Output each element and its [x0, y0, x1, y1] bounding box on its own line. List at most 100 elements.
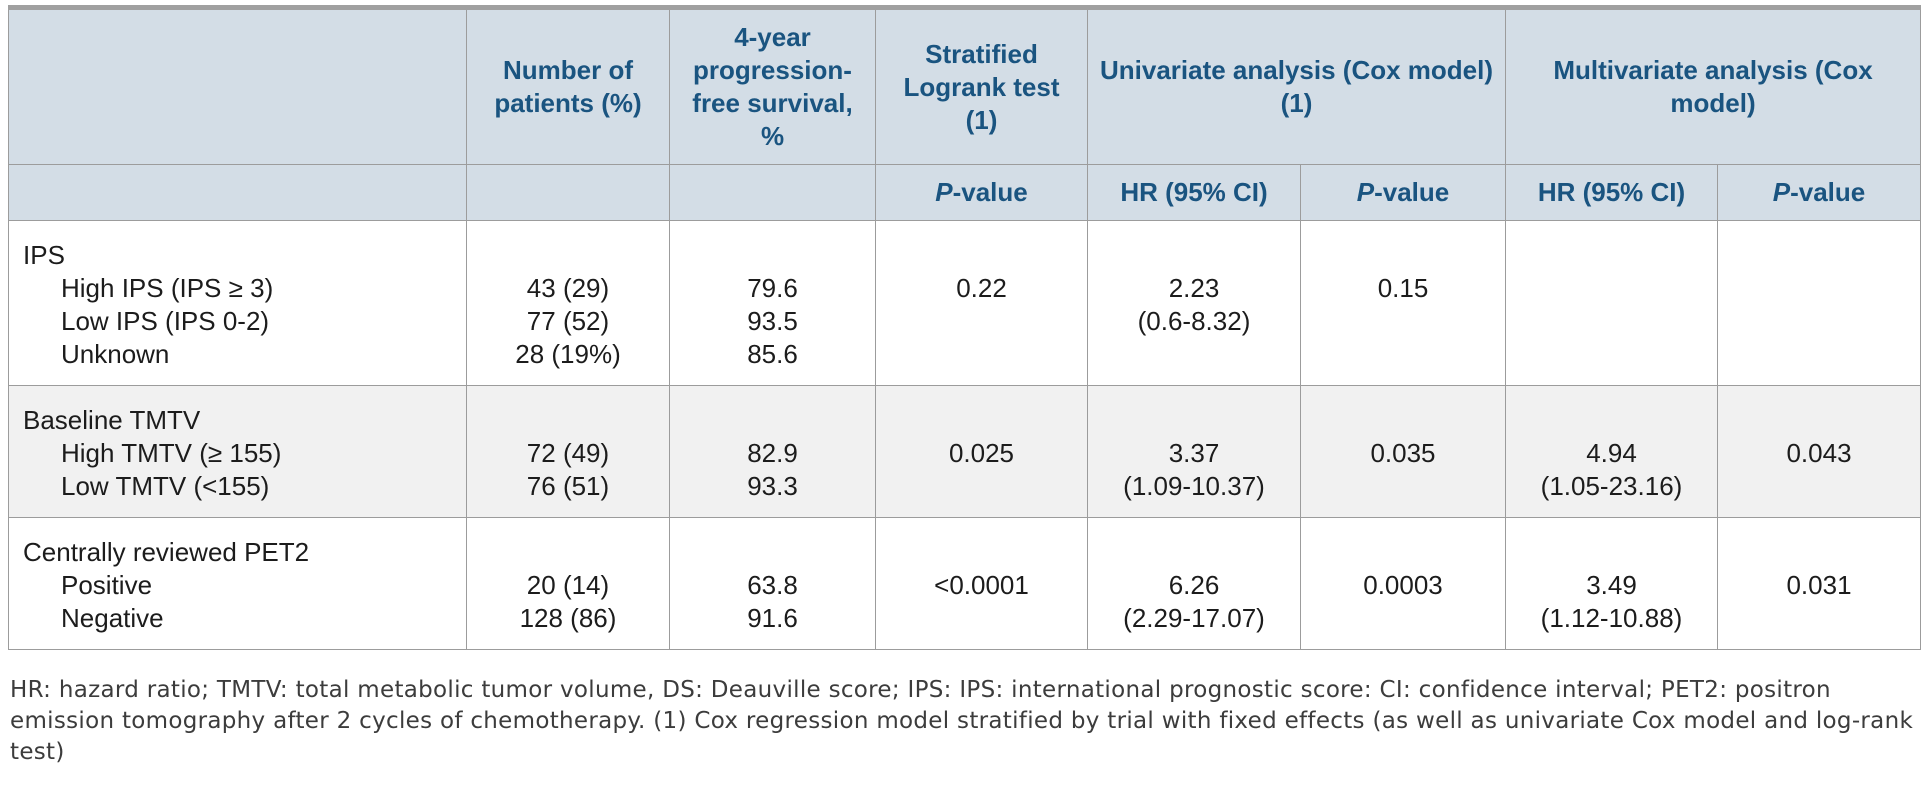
cell-value: (1.09-10.37) [1123, 471, 1265, 501]
cell-value: 128 (86) [519, 603, 617, 633]
subheader-cell-7: P-value [1716, 164, 1922, 221]
subheader-cell-4: HR (95% CI) [1087, 164, 1301, 221]
cell-value: 28 (19%) [515, 339, 621, 369]
subheader-cell-6: HR (95% CI) [1505, 164, 1718, 221]
cell-value: (0.6-8.32) [1137, 306, 1251, 336]
cell-value [1722, 338, 1916, 371]
ips-uni_hr: 2.23 (0.6-8.32) [1087, 220, 1301, 386]
baseline-tmtv-multi_hr: 4.94 (1.05-23.16) [1505, 385, 1718, 518]
cell-value: 0.043 [1786, 438, 1852, 468]
cell-value [1722, 239, 1916, 272]
cell-value: (1.05-23.16) [1540, 471, 1683, 501]
ips-multi_p [1716, 220, 1922, 386]
cell-value [880, 404, 1083, 437]
cell-value [1722, 305, 1916, 338]
row-label: Centrally reviewed PET2 [23, 537, 310, 567]
header-row-1: Number of patients (%) 4-year progressio… [8, 7, 1922, 165]
cell-value [674, 239, 871, 272]
cell-value [1722, 470, 1916, 503]
ips-labels: IPS High IPS (IPS ≥ 3) Low IPS (IPS 0-2) Un… [8, 220, 467, 386]
cell-value [1305, 239, 1501, 272]
pet2-survival: 63.8 91.6 [669, 517, 876, 650]
pet2-uni_hr: 6.26 (2.29-17.07) [1087, 517, 1301, 650]
cell-value [1092, 239, 1296, 272]
row-label: Low IPS (IPS 0-2) [61, 306, 270, 336]
pet2-logrank_p: <0.0001 [875, 517, 1088, 650]
ips-uni_p: 0.15 [1300, 220, 1506, 386]
subheader-cell-2 [669, 164, 876, 221]
row-label: Low TMTV (<155) [61, 471, 270, 501]
cell-value: (2.29-17.07) [1123, 603, 1265, 633]
row-label: High IPS (IPS ≥ 3) [61, 273, 274, 303]
ips-logrank_p: 0.22 [875, 220, 1088, 386]
pet2-multi_hr: 3.49 (1.12-10.88) [1505, 517, 1718, 650]
italic-p: P [935, 177, 953, 207]
cell-value [880, 239, 1083, 272]
italic-p: P [1772, 177, 1791, 207]
ips-multi_hr [1505, 220, 1718, 386]
cell-value: 0.035 [1370, 438, 1436, 468]
header-logrank: Stratified Logrank test (1) [875, 7, 1088, 165]
cell-value [1092, 338, 1296, 371]
cell-value [1510, 536, 1713, 569]
pet2-uni_p: 0.0003 [1300, 517, 1506, 650]
row-label: Negative [61, 603, 164, 633]
cell-value: 77 (52) [526, 306, 610, 336]
section-baseline-tmtv: Baseline TMTV High TMTV (≥ 155) Low TMTV (… [8, 385, 1922, 518]
header-multivariate: Multivariate analysis (Cox model) [1504, 7, 1922, 165]
cell-value [1722, 272, 1916, 305]
cell-value [1305, 602, 1501, 635]
survival-analysis-table: Number of patients (%) 4-year progressio… [8, 5, 1922, 650]
ips-patients: 43 (29) 77 (52) 28 (19%) [466, 220, 670, 386]
header-number-of-patients: Number of patients (%) [466, 7, 670, 165]
cell-value [1305, 305, 1501, 338]
cell-value [1722, 404, 1916, 437]
cell-value: 79.6 [747, 273, 798, 303]
cell-value: 0.031 [1786, 570, 1852, 600]
cell-value [880, 470, 1083, 503]
baseline-tmtv-uni_hr: 3.37 (1.09-10.37) [1087, 385, 1301, 518]
baseline-tmtv-labels: Baseline TMTV High TMTV (≥ 155) Low TMTV (… [8, 385, 467, 518]
cell-value: 3.37 [1168, 438, 1220, 468]
cell-value [1305, 338, 1501, 371]
cell-value [1722, 536, 1916, 569]
cell-value [471, 404, 665, 437]
cell-value [1510, 272, 1713, 305]
baseline-tmtv-logrank_p: 0.025 [875, 385, 1088, 518]
cell-value: 0.025 [948, 438, 1015, 468]
table-header: Number of patients (%) 4-year progressio… [8, 7, 1922, 221]
cell-value: 0.0003 [1363, 570, 1443, 600]
header-row-2: P-value HR (95% CI) P-value HR (95% CI) P-va… [8, 164, 1922, 221]
cell-value: <0.0001 [934, 570, 1029, 600]
cell-value [1510, 404, 1713, 437]
cell-value: 4.94 [1586, 438, 1637, 468]
section-ips: IPS High IPS (IPS ≥ 3) Low IPS (IPS 0-2) Un… [8, 220, 1922, 386]
cell-value: 82.9 [747, 438, 798, 468]
cell-value: 0.15 [1377, 273, 1429, 303]
subheader-cell-0 [8, 164, 467, 221]
italic-p: P [1356, 177, 1375, 207]
cell-value [674, 404, 871, 437]
cell-value [1092, 404, 1296, 437]
cell-value: 20 (14) [526, 570, 610, 600]
cell-value [1305, 404, 1501, 437]
cell-value [471, 536, 665, 569]
cell-value [1722, 602, 1916, 635]
cell-value: 0.22 [956, 273, 1007, 303]
row-label: IPS [23, 240, 65, 270]
cell-value [1510, 239, 1713, 272]
row-label: Positive [61, 570, 153, 600]
ips-survival: 79.6 93.5 85.6 [669, 220, 876, 386]
cell-value [1305, 470, 1501, 503]
cell-value [674, 536, 871, 569]
baseline-tmtv-patients: 72 (49) 76 (51) [466, 385, 670, 518]
pet2-patients: 20 (14) 128 (86) [466, 517, 670, 650]
pet2-multi_p: 0.031 [1716, 517, 1922, 650]
cell-value: 93.3 [747, 471, 798, 501]
cell-value: 93.5 [747, 306, 798, 336]
row-label: Unknown [61, 339, 170, 369]
baseline-tmtv-multi_p: 0.043 [1716, 385, 1922, 518]
cell-value [1510, 338, 1713, 371]
row-label: High TMTV (≥ 155) [61, 438, 282, 468]
